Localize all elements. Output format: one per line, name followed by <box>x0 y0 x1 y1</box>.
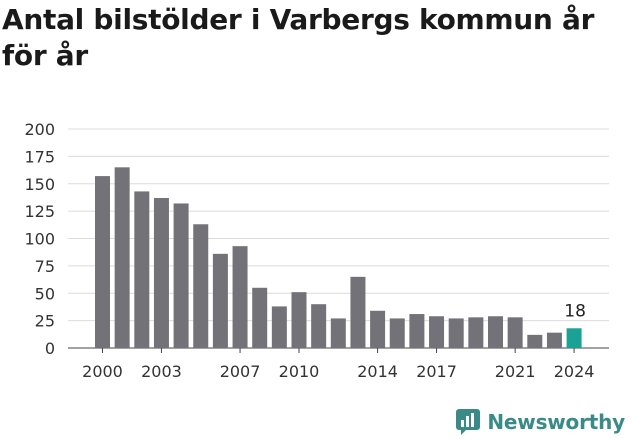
highlight-data-label: 18 <box>564 301 586 321</box>
bars <box>95 167 582 348</box>
bar-2015 <box>389 318 405 348</box>
data-labels: 18 <box>564 301 586 321</box>
x-tick-label: 2017 <box>416 362 457 381</box>
x-tick-label: 2014 <box>357 362 398 381</box>
x-axis-ticks: 2000 2003 2007 2010 2014 2017 2021 2024 <box>82 348 594 381</box>
x-tick-label: 2007 <box>220 362 261 381</box>
bar-2019 <box>468 317 484 348</box>
bar-2006 <box>212 253 228 348</box>
bar-2009 <box>271 306 287 348</box>
y-tick-label: 150 <box>24 175 55 194</box>
y-tick-label: 25 <box>35 312 55 331</box>
bar-2004 <box>173 203 189 348</box>
y-tick-label: 0 <box>45 339 55 358</box>
bar-2016 <box>409 314 425 348</box>
y-tick-label: 125 <box>24 202 55 221</box>
bar-2023 <box>546 332 562 348</box>
bar-2018 <box>448 318 464 348</box>
bar-2011 <box>311 304 327 348</box>
x-tick-label: 2003 <box>141 362 182 381</box>
chart-title: Antal bilstölder i Varbergs kommun år fö… <box>2 3 595 72</box>
bar-2014 <box>370 310 386 348</box>
bar-2017 <box>429 316 445 348</box>
newsworthy-logo-icon <box>456 409 481 435</box>
bar-2002 <box>134 191 150 348</box>
brand-name: Newsworthy <box>487 410 625 434</box>
bar-2003 <box>153 197 169 348</box>
bar-2022 <box>527 334 543 348</box>
x-tick-label: 2000 <box>82 362 123 381</box>
bar-2001 <box>114 167 130 348</box>
y-tick-label: 50 <box>35 284 55 303</box>
brand-logo: Newsworthy <box>455 408 625 436</box>
y-tick-label: 75 <box>35 257 55 276</box>
bar-2007 <box>232 246 248 348</box>
bar-2012 <box>330 318 346 348</box>
bar-2000 <box>95 176 110 348</box>
bar-2008 <box>252 287 268 348</box>
bar-2010 <box>291 292 307 348</box>
y-axis-ticks: 0 25 50 75 100 125 150 175 200 <box>24 120 55 358</box>
y-tick-label: 100 <box>24 230 55 249</box>
x-tick-label: 2021 <box>495 362 536 381</box>
x-tick-label: 2024 <box>554 362 595 381</box>
x-tick-label: 2010 <box>279 362 320 381</box>
bar-2020 <box>488 316 503 348</box>
bar-2013 <box>350 276 366 348</box>
y-tick-label: 200 <box>24 120 55 139</box>
y-tick-label: 175 <box>24 147 55 166</box>
bar-2005 <box>193 224 209 348</box>
bar-2024 <box>566 328 582 348</box>
bar-2021 <box>507 317 523 348</box>
